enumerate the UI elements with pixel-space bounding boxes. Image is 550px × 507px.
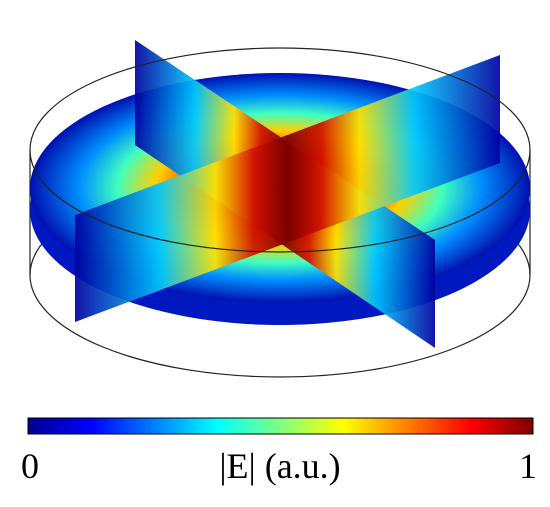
- field-plot: [29, 40, 531, 378]
- colorbar-max: 1: [519, 446, 537, 486]
- colorbar-label: |E| (a.u.): [219, 446, 340, 486]
- colorbar-min: 0: [21, 446, 39, 486]
- colorbar: [27, 417, 534, 435]
